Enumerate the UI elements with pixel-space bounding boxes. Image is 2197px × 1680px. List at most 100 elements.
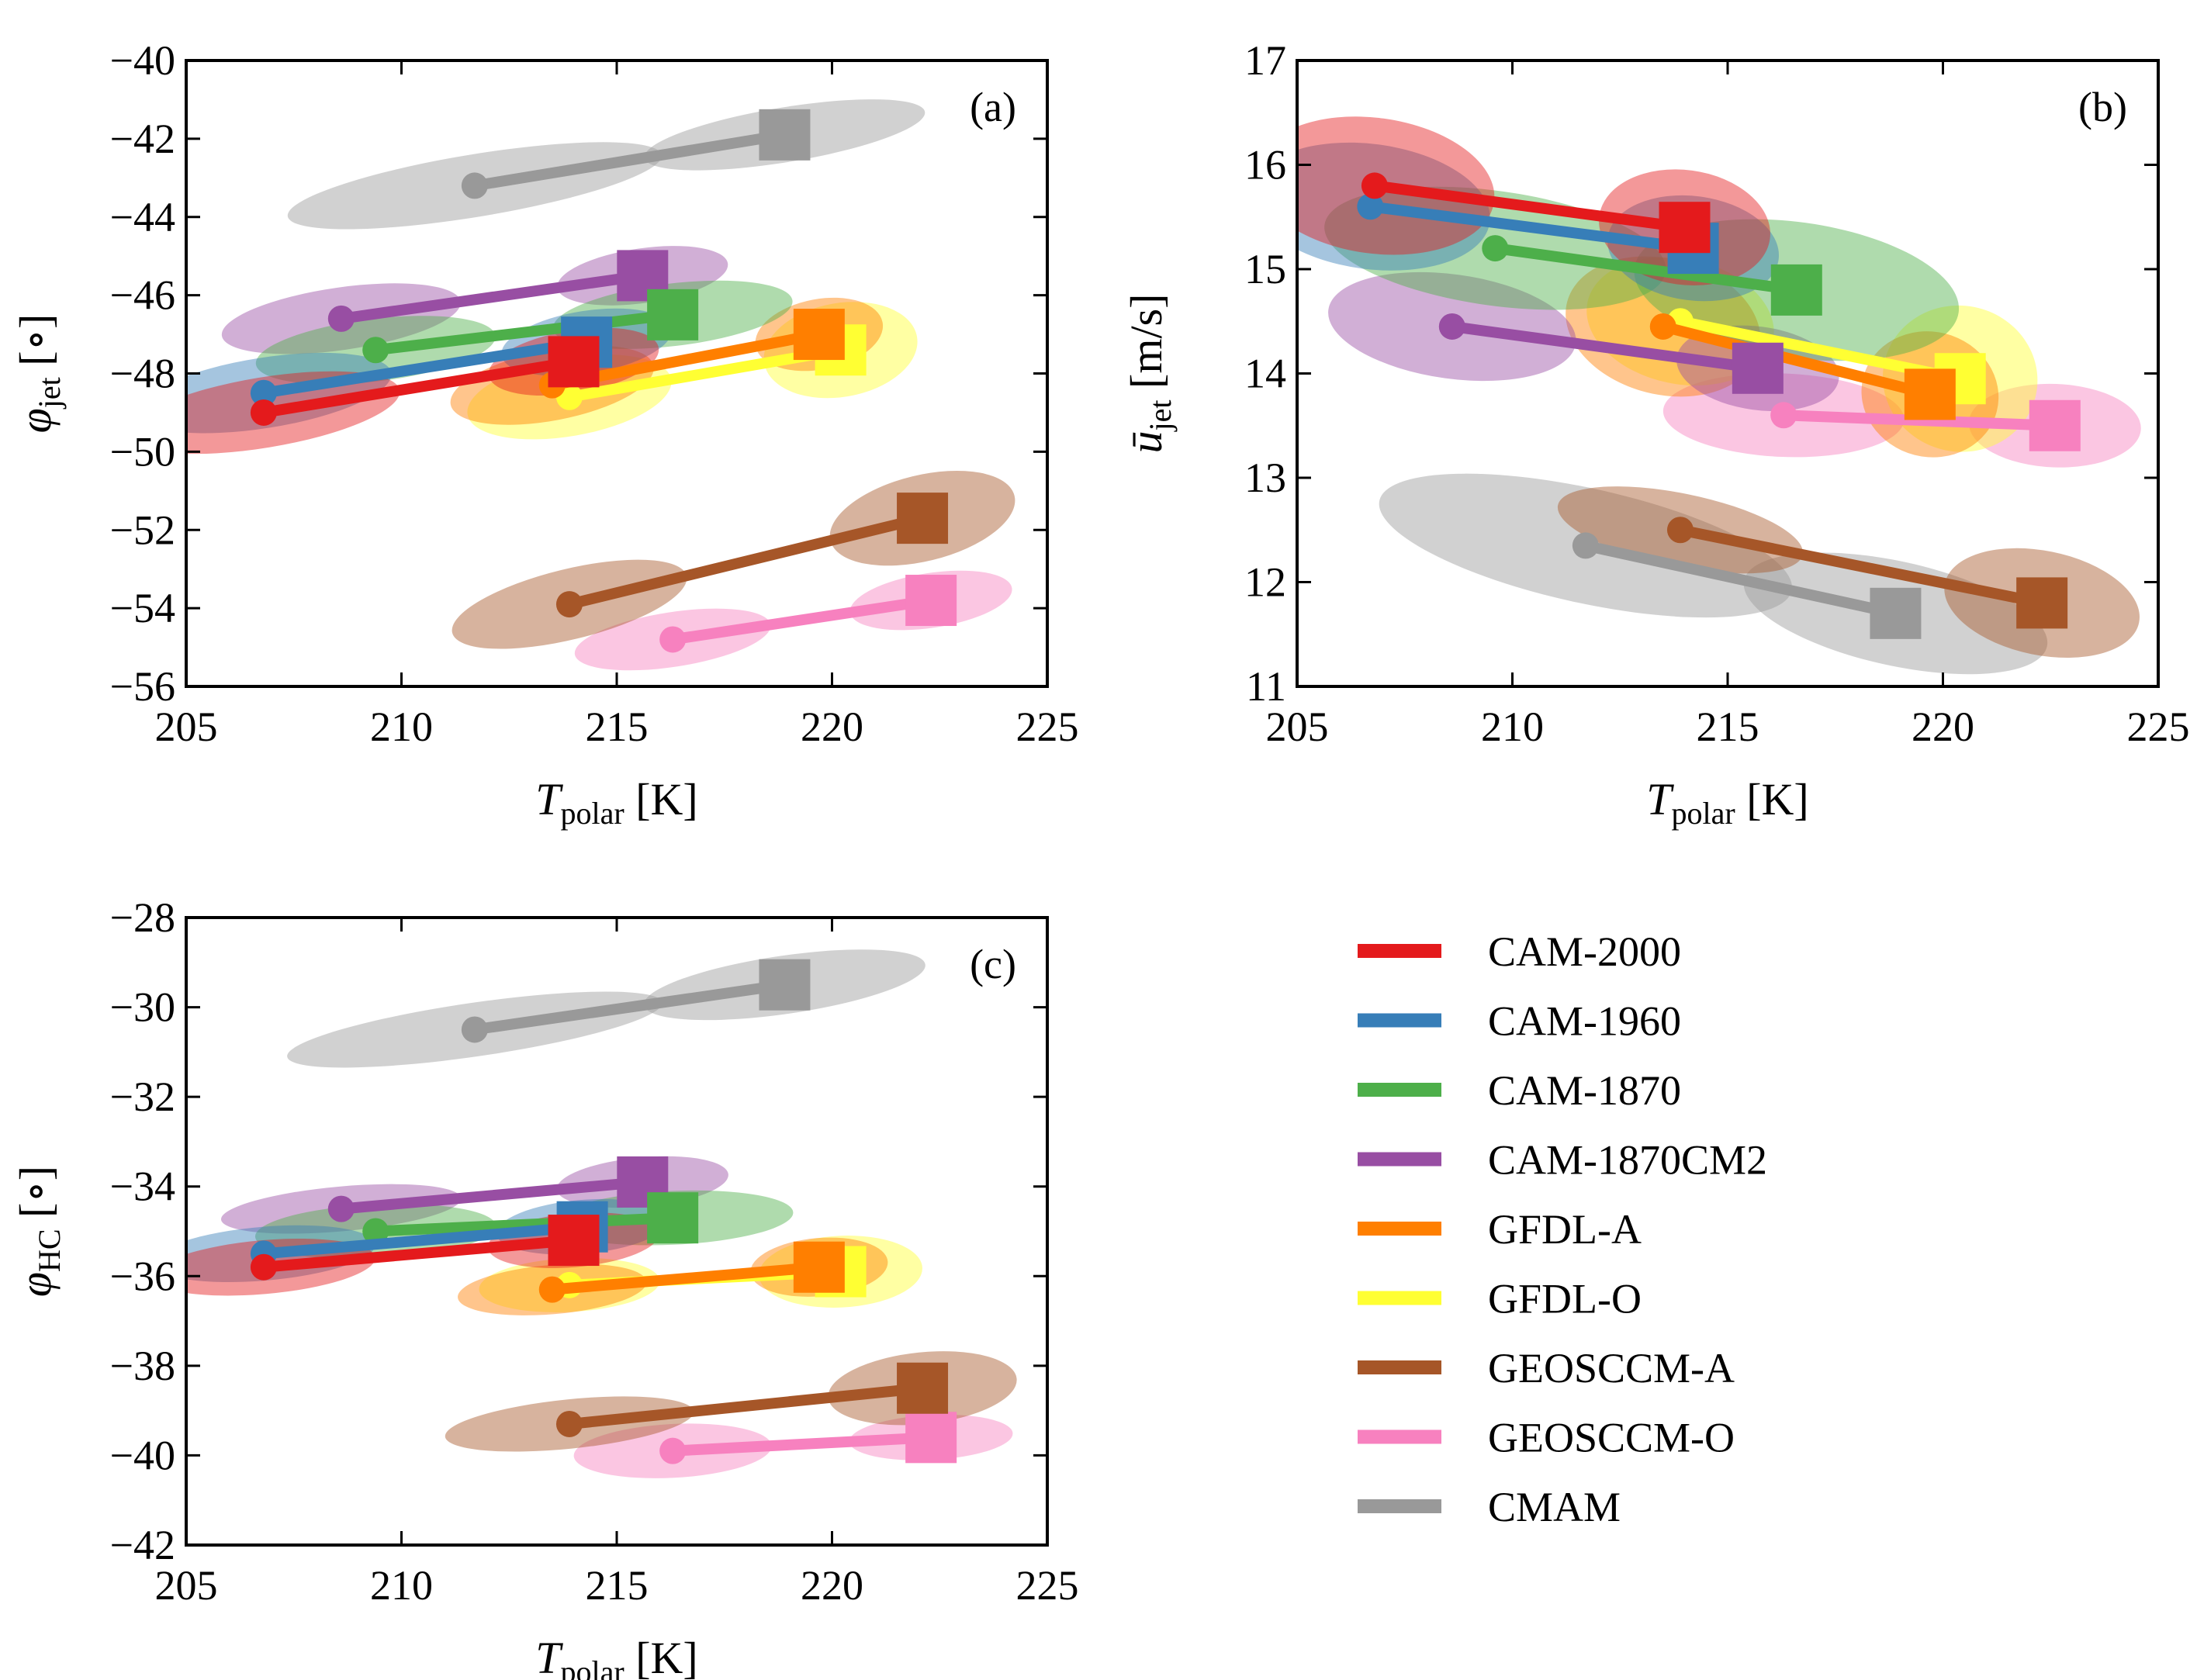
start-marker-cam-1960 xyxy=(1357,193,1384,220)
start-marker-cam-2000 xyxy=(1361,172,1388,199)
series-line-cam-1870 xyxy=(375,309,673,356)
series-line-cmam xyxy=(473,979,786,1035)
series-line-cam-1960 xyxy=(262,337,588,399)
start-marker-geosccm-a xyxy=(555,1410,583,1437)
y-tick-label: −40 xyxy=(110,1432,175,1478)
end-marker-cmam xyxy=(759,109,811,161)
start-marker-geosccm-o xyxy=(659,626,687,653)
y-tick-label: −40 xyxy=(110,37,175,84)
plot-area xyxy=(1297,116,2141,675)
legend-label-cam-1870cm2: CAM-1870CM2 xyxy=(1488,1137,1767,1184)
end-marker-cam-1870 xyxy=(1770,264,1822,316)
x-tick-label: 220 xyxy=(801,1562,863,1609)
series-line-cam-1870 xyxy=(1494,243,1797,296)
y-tick-label: 16 xyxy=(1244,142,1286,188)
end-marker-geosccm-o xyxy=(2029,399,2081,451)
series-layer xyxy=(250,959,957,1464)
start-marker-geosccm-o xyxy=(659,1437,687,1464)
y-tick-label: −38 xyxy=(110,1343,175,1389)
end-marker-cam-1870 xyxy=(647,1192,699,1244)
end-marker-geosccm-a xyxy=(2016,577,2068,629)
y-tick-label: 12 xyxy=(1244,559,1286,606)
x-tick-label: 220 xyxy=(801,703,863,750)
legend-label-geosccm-a: GEOSCCM-A xyxy=(1488,1345,1735,1391)
y-tick-label: −52 xyxy=(110,506,175,553)
x-tick-label: 225 xyxy=(1016,703,1079,750)
legend-label-gfdl-o: GFDL-O xyxy=(1488,1276,1642,1322)
series-line-cam-1870 xyxy=(375,1212,673,1237)
y-tick-label: 11 xyxy=(1246,663,1286,710)
series-line-cam-2000 xyxy=(263,1235,575,1273)
y-tick-label: 13 xyxy=(1244,455,1286,501)
end-marker-cam-1870cm2 xyxy=(1732,342,1784,394)
x-axis-label: Tpolar [K] xyxy=(535,1633,697,1680)
x-tick-label: 205 xyxy=(155,1562,218,1609)
series-line-geosccm-a xyxy=(569,1382,923,1429)
legend-label-cmam: CMAM xyxy=(1488,1484,1621,1530)
x-tick-label: 220 xyxy=(1912,703,1974,750)
start-marker-cam-2000 xyxy=(250,399,277,426)
series-line-cam-2000 xyxy=(262,356,575,418)
x-tick-label: 215 xyxy=(586,703,649,750)
end-marker-gfdl-a xyxy=(1904,368,1956,420)
start-marker-gfdl-a xyxy=(1649,313,1676,340)
y-tick-label: 14 xyxy=(1244,351,1286,397)
panel-letter: (a) xyxy=(970,84,1016,130)
legend-label-cam-1960: CAM-1960 xyxy=(1488,998,1681,1045)
y-tick-label: −54 xyxy=(110,585,175,631)
series-layer xyxy=(1357,172,2081,639)
start-marker-cam-1870 xyxy=(362,1218,389,1245)
end-marker-cmam xyxy=(1870,587,1922,639)
y-axis-label: ūjet [m/s] xyxy=(1121,294,1178,454)
series-line-cam-1870cm2 xyxy=(1451,321,1759,374)
panel-letter: (c) xyxy=(970,941,1016,987)
start-marker-cmam xyxy=(1572,532,1599,559)
start-marker-cam-1870cm2 xyxy=(327,305,355,332)
x-tick-label: 210 xyxy=(370,703,433,750)
end-marker-cam-2000 xyxy=(548,1215,600,1267)
y-tick-label: −30 xyxy=(110,984,175,1031)
end-marker-geosccm-o xyxy=(905,575,957,627)
y-axis-label: φHC [∘] xyxy=(10,1166,67,1297)
legend: CAM-2000 CAM-1960 CAM-1870 CAM-1870CM2 GFDL-… xyxy=(1358,928,1767,1530)
x-tick-label: 210 xyxy=(370,1562,433,1609)
y-tick-label: −36 xyxy=(110,1253,175,1299)
end-marker-gfdl-a xyxy=(793,309,845,361)
x-tick-label: 205 xyxy=(155,703,218,750)
panel-b: 205 210 215 220 225 11 12 13 14 15 16 17 (b) Tpolar [… xyxy=(1121,37,2190,831)
y-axis-label: φjet [∘] xyxy=(10,314,67,434)
legend-label-cam-1870: CAM-1870 xyxy=(1488,1067,1681,1114)
end-marker-gfdl-a xyxy=(793,1241,845,1293)
plot-area xyxy=(186,99,1015,671)
x-tick-label: 225 xyxy=(1016,1562,1079,1609)
series-line-geosccm-a xyxy=(1679,524,2043,609)
end-marker-geosccm-a xyxy=(897,1362,949,1414)
y-tick-label: −42 xyxy=(110,1522,175,1568)
y-tick-label: −48 xyxy=(110,351,175,397)
series-line-geosccm-o xyxy=(1783,410,2056,431)
panel-letter: (b) xyxy=(2078,84,2127,130)
legend-label-gfdl-a: GFDL-A xyxy=(1488,1206,1642,1253)
panel-a: 205 210 215 220 225 −56 −54 −52 −50 −48 −46 −44 −42 −… xyxy=(10,37,1079,831)
end-marker-geosccm-o xyxy=(905,1412,957,1464)
end-marker-cam-2000 xyxy=(1659,202,1711,254)
series-line-gfdl-a xyxy=(1662,321,1932,400)
series-line-geosccm-a xyxy=(568,513,924,610)
y-tick-label: −34 xyxy=(110,1163,175,1210)
y-tick-label: −42 xyxy=(110,116,175,162)
series-line-cam-1870cm2 xyxy=(341,1176,643,1215)
x-tick-label: 215 xyxy=(586,1562,649,1609)
start-marker-cam-2000 xyxy=(250,1253,277,1281)
series-layer xyxy=(250,109,957,653)
end-marker-cam-1870 xyxy=(647,289,699,340)
x-tick-label: 225 xyxy=(2127,703,2190,750)
series-line-gfdl-a xyxy=(552,1261,820,1295)
x-axis-label: Tpolar [K] xyxy=(1646,774,1808,831)
series-line-cam-1870cm2 xyxy=(340,270,644,324)
plot-area xyxy=(186,949,1017,1478)
start-marker-cam-1870 xyxy=(362,337,389,364)
start-marker-geosccm-a xyxy=(1666,517,1694,544)
start-marker-cam-1870 xyxy=(1482,235,1509,262)
start-marker-cam-1960 xyxy=(250,379,277,406)
